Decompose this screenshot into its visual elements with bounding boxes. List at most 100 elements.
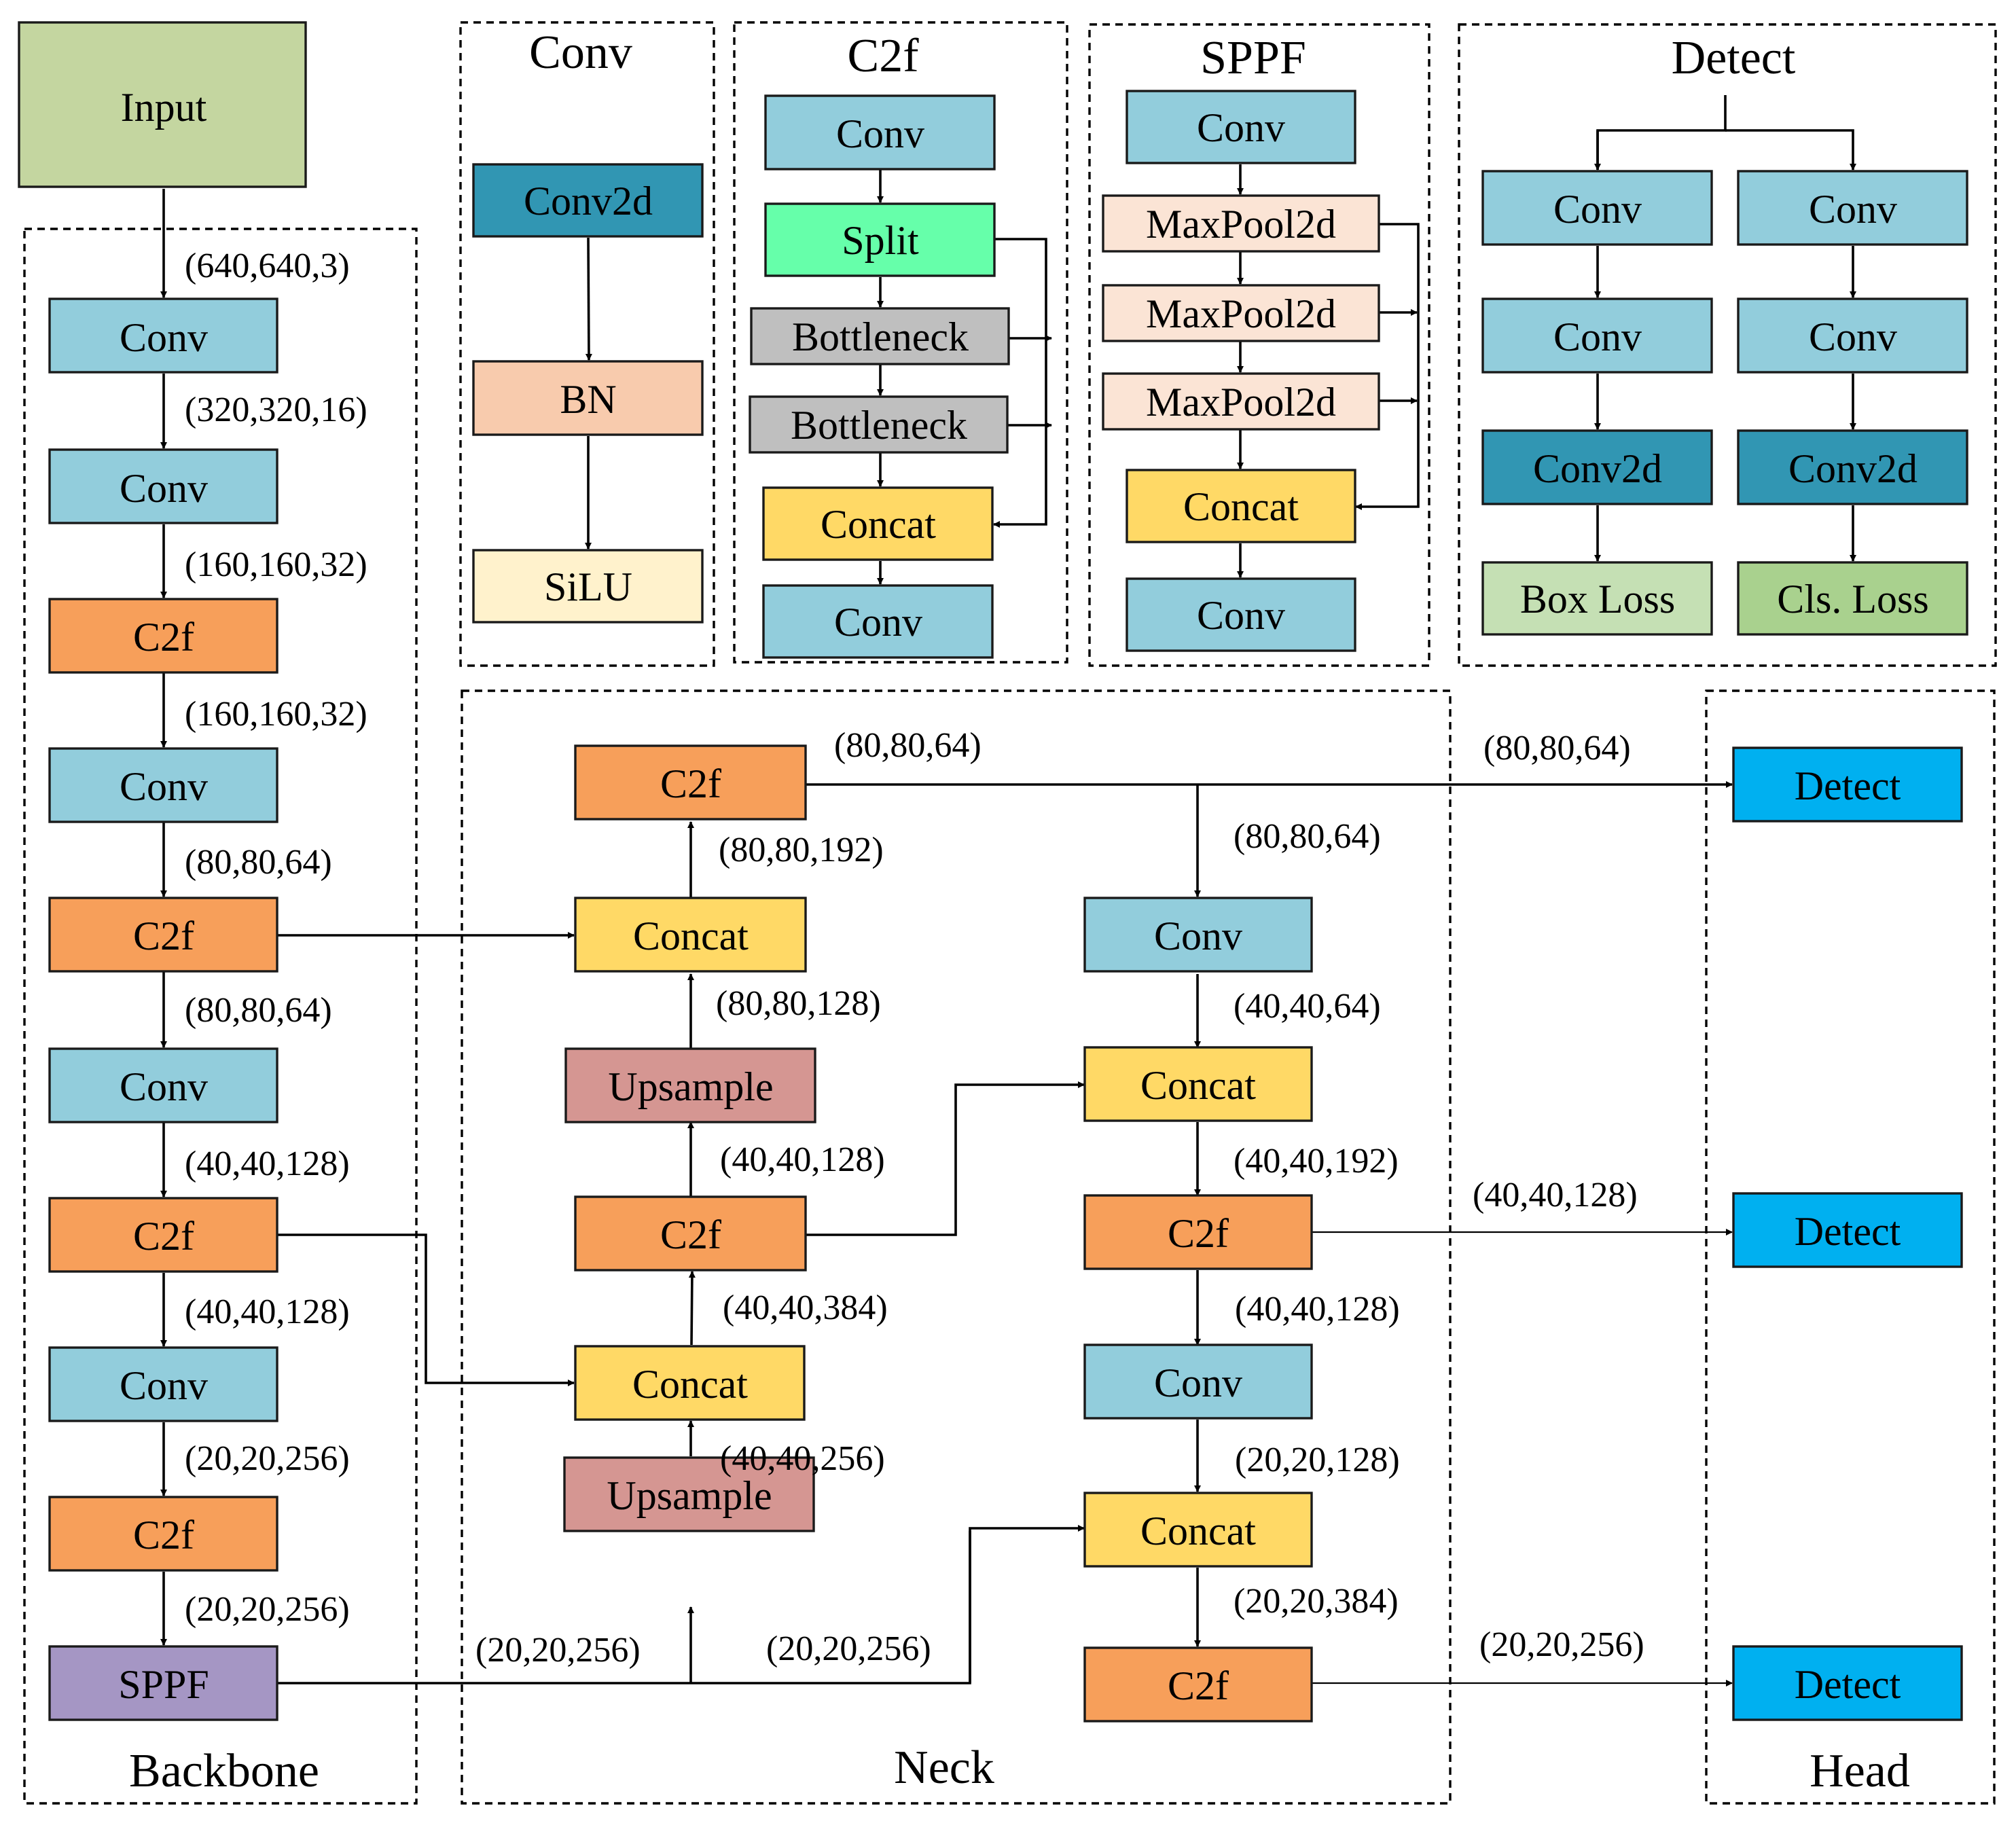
neck-upsample-1: Upsample bbox=[564, 1047, 816, 1123]
c2f-module-conv-bottom-label: Conv bbox=[834, 600, 922, 645]
backbone-conv-2-label: Conv bbox=[120, 466, 208, 511]
neck-c2f-top-label: C2f bbox=[660, 761, 721, 806]
neck-c2f-2: C2f bbox=[1083, 1194, 1313, 1270]
sppf-module-maxpool-1: MaxPool2d bbox=[1102, 194, 1380, 253]
neck-title: Neck bbox=[894, 1742, 994, 1794]
backbone-c2f-2: C2f bbox=[48, 897, 278, 973]
detect-module-conv2d-left: Conv2d bbox=[1481, 429, 1713, 505]
c2f-module-conv-top-label: Conv bbox=[836, 111, 924, 156]
input-block: Input bbox=[18, 21, 307, 188]
c2f-module-title: C2f bbox=[848, 30, 920, 82]
neck-concat-2: Concat bbox=[574, 1345, 806, 1421]
backbone-c2f-4: C2f bbox=[48, 1496, 278, 1572]
c2f-module-concat-label: Concat bbox=[821, 502, 936, 547]
neck-c2f-mid-label: C2f bbox=[660, 1212, 721, 1257]
backbone-sppf-label: SPPF bbox=[118, 1662, 209, 1707]
head-detect-2: Detect bbox=[1732, 1192, 1963, 1268]
shape-label: (20,20,256) bbox=[766, 1629, 931, 1668]
neck-concat-4-label: Concat bbox=[1140, 1509, 1256, 1553]
c2f-module-conv-bottom: Conv bbox=[762, 584, 994, 659]
backbone-conv-2: Conv bbox=[48, 448, 278, 524]
head-detect-1: Detect bbox=[1732, 746, 1963, 823]
shape-label: (640,640,3) bbox=[185, 247, 350, 285]
shape-label: (160,160,32) bbox=[185, 545, 367, 584]
sppf-module-conv-bottom: Conv bbox=[1126, 577, 1356, 652]
neck-upsample-1-label: Upsample bbox=[608, 1064, 773, 1109]
shape-label: (80,80,64) bbox=[185, 843, 332, 882]
sppf-module-concat-label: Concat bbox=[1183, 484, 1299, 529]
head-detect-3-label: Detect bbox=[1795, 1662, 1901, 1707]
shape-label: (40,40,384) bbox=[723, 1288, 888, 1327]
neck-c2f-mid: C2f bbox=[574, 1195, 807, 1272]
shape-label: (20,20,384) bbox=[1234, 1582, 1399, 1621]
conv-module-bn: BN bbox=[472, 360, 704, 436]
neck-concat-3: Concat bbox=[1083, 1046, 1313, 1122]
shape-label: (40,40,128) bbox=[720, 1140, 885, 1179]
conv-module-bn-label: BN bbox=[560, 377, 616, 422]
c2f-module-split-label: Split bbox=[842, 218, 919, 263]
neck-c2f-2-label: C2f bbox=[1168, 1211, 1229, 1256]
detect-module-conv2d-right: Conv2d bbox=[1737, 429, 1968, 505]
sppf-module-title: SPPF bbox=[1200, 32, 1306, 84]
conv-module-group bbox=[459, 21, 715, 667]
neck-upsample-2-label: Upsample bbox=[607, 1473, 772, 1518]
neck-concat-2-label: Concat bbox=[632, 1362, 748, 1407]
c2f-module-bottleneck-2-label: Bottleneck bbox=[791, 403, 967, 448]
conv-module-conv2d-label: Conv2d bbox=[524, 179, 653, 223]
sppf-module-concat: Concat bbox=[1126, 469, 1356, 543]
detect-module-cls-loss-label: Cls. Loss bbox=[1777, 577, 1928, 621]
shape-label: (20,20,256) bbox=[1479, 1625, 1644, 1664]
backbone-c2f-2-label: C2f bbox=[133, 914, 194, 958]
shape-label: (40,40,64) bbox=[1234, 987, 1381, 1026]
detect-module-group bbox=[1458, 23, 1997, 667]
detect-module-box-loss: Box Loss bbox=[1481, 561, 1713, 636]
shape-label: (320,320,16) bbox=[185, 391, 367, 429]
conv-module-silu-label: SiLU bbox=[544, 564, 632, 609]
shape-label: (80,80,64) bbox=[1234, 817, 1381, 856]
sppf-module-maxpool-1-label: MaxPool2d bbox=[1146, 202, 1336, 247]
backbone-conv-1: Conv bbox=[48, 298, 278, 374]
neck-upsample-2: Upsample bbox=[563, 1456, 815, 1532]
neck-c2f-3: C2f bbox=[1083, 1646, 1313, 1723]
input-label: Input bbox=[121, 85, 207, 130]
sppf-module-conv-top: Conv bbox=[1126, 90, 1356, 164]
sppf-module-maxpool-3-label: MaxPool2d bbox=[1146, 380, 1336, 425]
backbone-c2f-1: C2f bbox=[48, 598, 278, 674]
neck-concat-1-label: Concat bbox=[633, 914, 749, 958]
sppf-module-conv-bottom-label: Conv bbox=[1197, 593, 1285, 638]
detect-module-conv-1-left: Conv bbox=[1481, 170, 1713, 246]
shape-label: (80,80,128) bbox=[716, 984, 881, 1023]
c2f-module-bottleneck-1: Bottleneck bbox=[750, 307, 1010, 365]
detect-module-title: Detect bbox=[1672, 32, 1796, 84]
backbone-title: Backbone bbox=[129, 1745, 319, 1797]
backbone-conv-4-label: Conv bbox=[120, 1064, 208, 1109]
neck-conv-1: Conv bbox=[1083, 897, 1313, 973]
backbone-conv-1-label: Conv bbox=[120, 315, 208, 360]
neck-conv-2-label: Conv bbox=[1154, 1360, 1242, 1405]
shape-label: (160,160,32) bbox=[185, 695, 367, 734]
sppf-module-maxpool-2-label: MaxPool2d bbox=[1146, 291, 1336, 336]
detect-module-conv-2-left-label: Conv bbox=[1553, 314, 1642, 359]
shape-label: (20,20,256) bbox=[185, 1439, 350, 1478]
shape-label: (40,40,256) bbox=[720, 1439, 885, 1478]
backbone-c2f-1-label: C2f bbox=[133, 615, 194, 660]
backbone-group bbox=[23, 228, 418, 1805]
detect-module-conv-2-left: Conv bbox=[1481, 298, 1713, 374]
sppf-module-maxpool-2: MaxPool2d bbox=[1102, 284, 1380, 342]
shape-label: (20,20,256) bbox=[185, 1590, 350, 1629]
head-detect-3: Detect bbox=[1732, 1645, 1963, 1721]
conv-module-silu: SiLU bbox=[472, 549, 704, 624]
detect-module-box-loss-label: Box Loss bbox=[1520, 577, 1675, 621]
backbone-conv-3-label: Conv bbox=[120, 764, 208, 809]
sppf-module-conv-top-label: Conv bbox=[1197, 105, 1285, 150]
detect-module-conv-1-right-label: Conv bbox=[1809, 187, 1897, 232]
detect-module-conv-1-right: Conv bbox=[1737, 170, 1968, 246]
head-group bbox=[1705, 689, 1996, 1805]
neck-group bbox=[461, 689, 1452, 1805]
detect-module-conv-1-left-label: Conv bbox=[1553, 187, 1642, 232]
shape-label: (80,80,64) bbox=[1483, 729, 1631, 768]
conv-module-conv2d: Conv2d bbox=[472, 163, 704, 238]
sppf-module-group bbox=[1088, 23, 1430, 667]
backbone-c2f-3-label: C2f bbox=[133, 1214, 194, 1259]
sppf-module-maxpool-3: MaxPool2d bbox=[1102, 372, 1380, 431]
